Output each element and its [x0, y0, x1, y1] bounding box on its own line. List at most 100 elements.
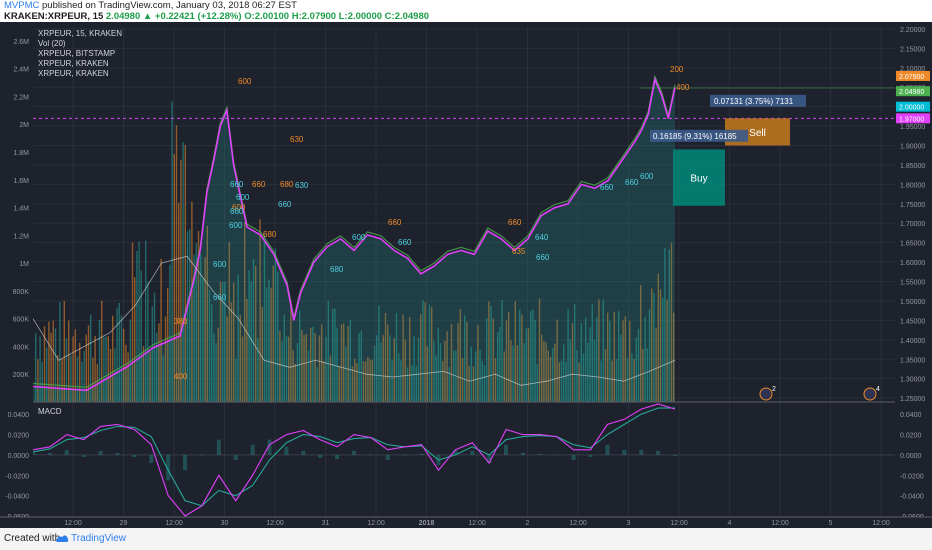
volume-bar	[426, 346, 428, 402]
measure-box-lower	[650, 129, 748, 142]
volume-bar	[384, 313, 387, 402]
time-tick-label: 12:00	[468, 520, 486, 527]
marker-label-orange: 680	[280, 180, 294, 189]
volume-bar	[351, 366, 354, 402]
volume-bar	[670, 242, 673, 402]
volume-bar	[281, 341, 283, 402]
volume-bar	[446, 331, 448, 402]
macd-histogram-bar	[149, 454, 154, 464]
volume-bar	[422, 300, 424, 402]
volume-bar	[589, 327, 591, 402]
macd-histogram-bar	[639, 449, 644, 455]
volume-bar	[439, 343, 442, 402]
volume-bar	[292, 350, 294, 402]
marker-label-teal: 660	[398, 238, 412, 247]
volume-bar	[134, 277, 136, 402]
price-tick-label: 2.20000	[900, 27, 925, 34]
volume-bar	[541, 334, 543, 402]
event-bubble	[863, 387, 877, 401]
volume-bar	[556, 319, 558, 402]
legend-entry: XRPEUR, KRAKEN	[38, 69, 109, 78]
buy-zone	[673, 149, 725, 206]
volume-bar	[270, 287, 272, 402]
price-tick-label: 1.40000	[900, 338, 925, 345]
volume-bar	[305, 333, 307, 402]
macd-histogram-bar	[504, 444, 509, 455]
price-badge	[896, 86, 930, 97]
volume-bar	[602, 299, 604, 402]
volume-bar	[615, 358, 618, 402]
price-tick-label: 1.55000	[900, 280, 925, 287]
marker-label-orange: 400	[676, 83, 690, 92]
volume-bar	[525, 328, 527, 402]
macd-tick-label-right: 0.0000	[900, 453, 922, 460]
volume-ma-line	[32, 255, 676, 386]
volume-bar	[301, 329, 303, 402]
volume-bar	[272, 265, 274, 402]
volume-bar	[587, 342, 589, 402]
volume-axis-bg	[0, 27, 33, 517]
volume-bar	[230, 302, 233, 402]
volume-bar	[470, 346, 472, 402]
marker-label-orange: 680	[263, 230, 277, 239]
volume-bar	[492, 318, 494, 402]
volume-bar	[486, 318, 488, 402]
volume-bar	[349, 319, 351, 402]
volume-bar	[274, 248, 277, 402]
volume-bar	[536, 364, 538, 402]
volume-bar	[288, 336, 290, 402]
volume-bar	[259, 219, 261, 402]
volume-bar	[659, 289, 662, 402]
time-tick-label: 4	[728, 520, 732, 527]
volume-tick-label: 1.2M	[13, 233, 29, 240]
volume-bar	[417, 337, 420, 402]
symbol-label: KRAKEN:XRPEUR, 15	[4, 11, 104, 22]
volume-bar	[171, 101, 173, 403]
volume-bar	[655, 327, 657, 402]
volume-bar	[266, 287, 268, 402]
tradingview-link[interactable]: TradingView	[71, 533, 127, 544]
volume-bar	[37, 359, 39, 402]
volume-tick-label: 2M	[19, 122, 29, 129]
marker-label-orange: 660	[388, 218, 402, 227]
author-name[interactable]: MVPMC	[4, 0, 40, 11]
price-badge-label: 2.04980	[899, 89, 924, 96]
volume-bar	[613, 311, 615, 402]
volume-bar	[569, 339, 571, 402]
volume-bar	[215, 343, 217, 402]
volume-bar	[538, 298, 541, 402]
price-tick-label: 1.85000	[900, 163, 925, 170]
macd-histogram-bar	[402, 454, 407, 456]
marker-label-teal: 630	[295, 181, 309, 190]
volume-bar	[246, 298, 248, 402]
volume-bar	[222, 281, 224, 402]
volume-bar	[585, 317, 587, 402]
price-axis-bg	[895, 27, 932, 517]
macd-histogram-bar	[301, 450, 306, 455]
volume-bar	[371, 360, 373, 402]
volume-bar	[283, 314, 285, 402]
volume-bar	[35, 333, 37, 402]
macd-histogram-bar	[47, 452, 52, 455]
volume-bar	[323, 361, 325, 402]
volume-bar	[354, 358, 356, 402]
volume-tick-label: 2.6M	[13, 39, 29, 46]
marker-label-orange: 200	[670, 65, 684, 74]
volume-bar	[404, 339, 406, 402]
volume-bar	[453, 350, 455, 402]
volume-tick-label: 1.4M	[13, 206, 29, 213]
price-area	[33, 79, 675, 402]
volume-bar	[468, 366, 470, 402]
volume-bar	[437, 327, 439, 402]
volume-bar	[204, 257, 206, 402]
volume-bar	[173, 154, 175, 402]
volume-bar	[389, 335, 391, 402]
volume-bar	[600, 360, 602, 402]
volume-bar	[85, 334, 87, 402]
volume-bar	[578, 362, 580, 402]
volume-bar	[162, 355, 164, 402]
volume-bar	[158, 323, 160, 402]
volume-bar	[596, 316, 598, 402]
volume-bar	[41, 361, 43, 402]
volume-bar	[609, 321, 611, 402]
